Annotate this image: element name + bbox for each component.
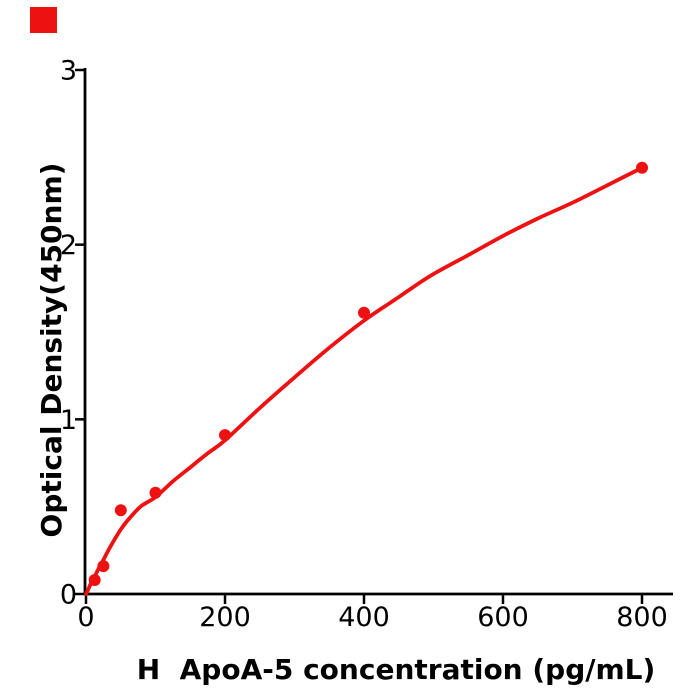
data-point [88,574,101,586]
data-points [88,161,648,586]
axis-ticks [75,68,644,604]
x-axis-label: H ApoA-5 concentration (pg/mL) [137,653,656,686]
red-square-marker [30,7,57,33]
data-point [97,560,110,573]
axes [83,68,673,596]
y-tick-label: 1 [60,405,77,436]
x-tick-label: 800 [616,602,668,633]
data-point [219,429,231,442]
data-point [636,161,648,174]
fit-curve [84,165,644,596]
x-tick-label: 600 [477,602,529,633]
y-tick-label: 0 [60,580,77,611]
tick-labels: 0 200 400 600 800 0 1 2 3 [60,55,668,633]
y-tick-label: 3 [60,55,77,86]
fit-curve-path [84,165,644,596]
y-tick-label: 2 [60,230,77,261]
x-tick-label: 200 [199,602,251,633]
x-tick-label: 400 [338,602,390,633]
data-point [149,486,162,499]
data-point [358,306,370,319]
data-point [114,504,127,517]
y-axis-label: Optical Density(450nm) [35,163,68,538]
x-tick-label: 0 [77,602,94,633]
